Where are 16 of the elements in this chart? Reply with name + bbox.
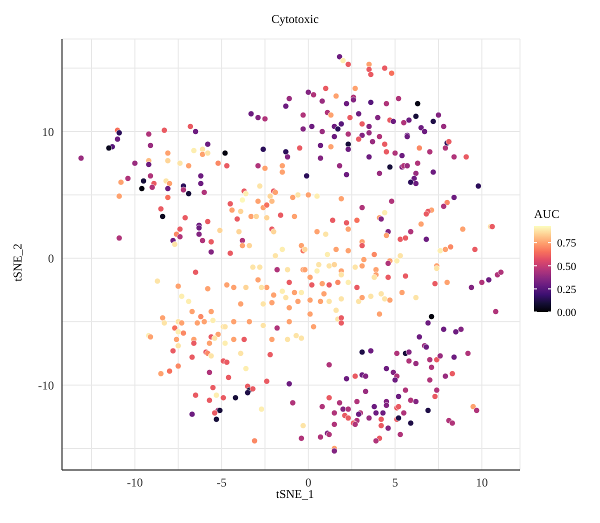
color-bar-title: AUC <box>534 207 560 221</box>
x-tick-label: 10 <box>476 476 488 490</box>
color-bar-label: 0.00 <box>557 307 577 319</box>
x-tick-label: 0 <box>305 476 312 490</box>
color-bar-label: 0.50 <box>557 260 577 273</box>
color-bar-label: 0.75 <box>557 238 577 250</box>
chart-title: Cytotoxic <box>270 12 320 27</box>
y-tick-label: -10 <box>38 378 54 392</box>
x-tick-label: -10 <box>126 476 143 490</box>
x-tick-label: 5 <box>392 476 398 490</box>
y-tick-label: 0 <box>48 252 54 266</box>
y-tick-label: 10 <box>42 124 54 139</box>
color-bar-label: 0.25 <box>557 284 577 296</box>
x-axis-title: tSNE_1 <box>276 487 314 501</box>
y-axis-title: tSNE_2 <box>10 242 26 284</box>
x-tick-label: -5 <box>216 476 227 490</box>
